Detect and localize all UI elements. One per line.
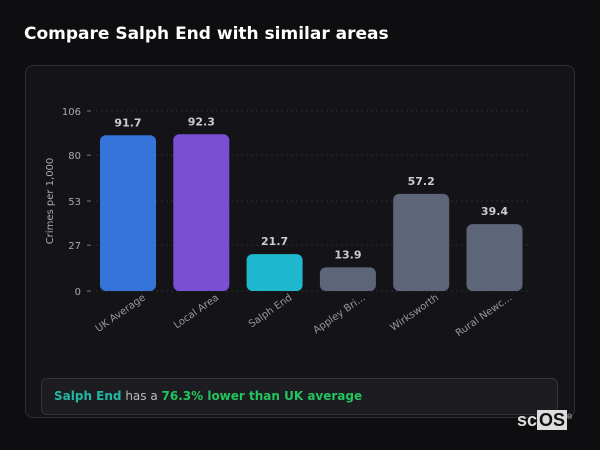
page-title: Compare Salph End with similar areas (24, 24, 389, 44)
summary-stat: 76.3% lower than UK average (161, 389, 363, 403)
x-tick-label: Appley Bri... (311, 292, 367, 336)
y-tick-label: 106 (62, 107, 81, 118)
bar (173, 134, 230, 291)
y-tick-label: 80 (68, 151, 81, 162)
x-tick-label: Salph End (247, 292, 294, 330)
y-tick-label: 27 (68, 241, 81, 252)
bar (319, 267, 376, 291)
bar (100, 135, 156, 291)
summary-box: Salph End has a 76.3% lower than UK aver… (41, 378, 558, 415)
data-label: 21.7 (261, 235, 288, 248)
y-tick-label: 0 (75, 287, 81, 298)
data-label: 13.9 (334, 248, 361, 261)
y-tick-label: 53 (68, 197, 81, 208)
x-tick-label: Rural Newc... (454, 292, 514, 339)
bar (246, 254, 303, 291)
logo: sc OS ® (517, 410, 573, 430)
x-tick-label: UK Average (94, 292, 148, 334)
data-label: 91.7 (114, 116, 141, 129)
summary-area: Salph End (54, 389, 122, 403)
x-tick-label: Wirksworth (389, 292, 441, 333)
y-axis-label: Crimes per 1,000 (45, 158, 56, 245)
bar (466, 224, 523, 291)
bar (393, 193, 450, 291)
data-label: 57.2 (408, 175, 435, 188)
summary-middle: has a (121, 389, 162, 403)
data-label: 92.3 (188, 115, 215, 128)
x-tick-label: Local Area (172, 292, 221, 331)
data-label: 39.4 (481, 205, 508, 218)
